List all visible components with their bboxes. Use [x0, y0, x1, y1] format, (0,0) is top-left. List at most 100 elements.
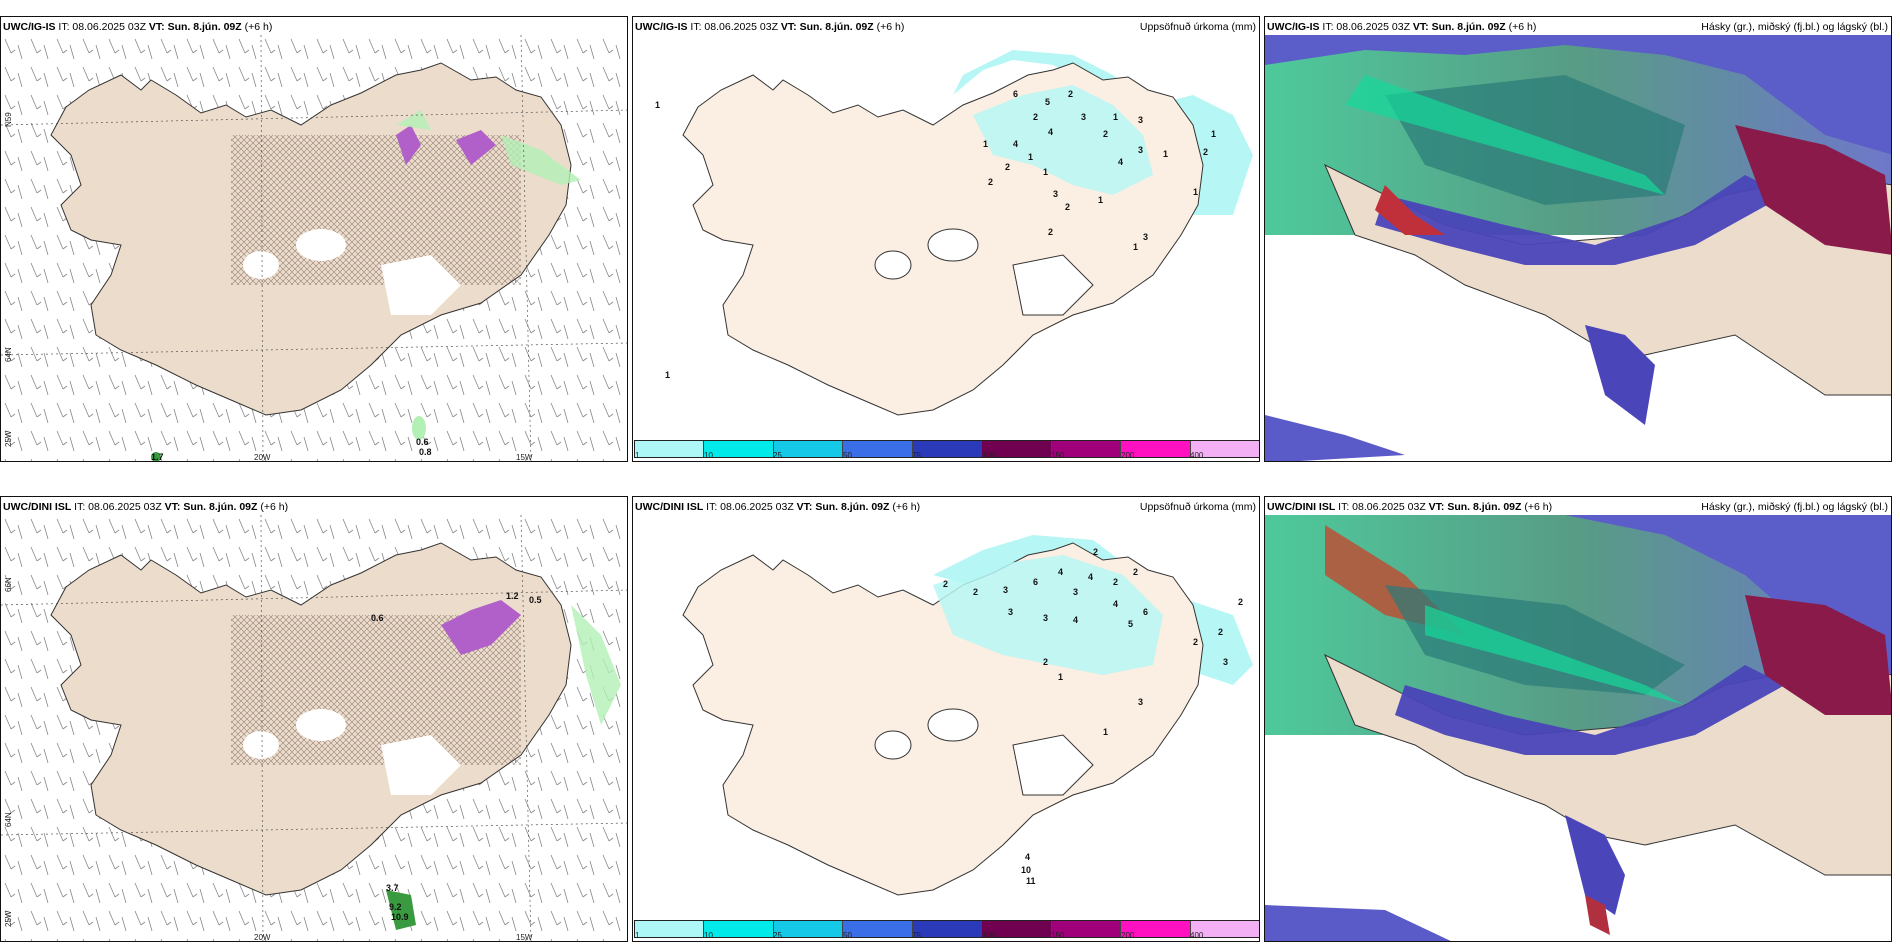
svg-text:2: 2 — [1218, 627, 1223, 637]
precip-values: 2 2 3 6 4 2 4 3 2 4 2 3 3 4 5 6 2 2 2 3 … — [943, 547, 1243, 886]
svg-text:6: 6 — [1033, 577, 1038, 587]
colorbar-tick: 1 — [635, 931, 640, 940]
precip-value: 9.2 — [389, 902, 402, 912]
panel-subtitle: Hásky (gr.), miðský (fj.bl.) og lágský (… — [1701, 21, 1888, 33]
panel-bot-mid: UWC/DINI ISL IT: 08.06.2025 03Z VT: Sun.… — [632, 496, 1260, 942]
svg-text:1: 1 — [983, 139, 988, 149]
svg-text:4: 4 — [1058, 567, 1063, 577]
colorbar-tick: 10 — [704, 931, 713, 940]
precip-value: 1.7 — [151, 452, 164, 462]
colorbar — [634, 440, 1259, 458]
lat-label: N59 — [4, 112, 13, 127]
precip-values: 1 1 6 5 2 3 2 4 1 2 3 4 1 1 2 2 1 3 2 1 … — [655, 89, 1216, 380]
panel-title: UWC/IG-IS IT: 08.06.2025 03Z VT: Sun. 8.… — [635, 21, 905, 33]
panel-bot-right: UWC/DINI ISL IT: 08.06.2025 03Z VT: Sun.… — [1264, 496, 1892, 942]
svg-text:6: 6 — [1143, 607, 1148, 617]
svg-text:1: 1 — [665, 370, 670, 380]
svg-text:3: 3 — [1073, 587, 1078, 597]
svg-text:2: 2 — [1033, 112, 1038, 122]
svg-text:3: 3 — [1053, 189, 1058, 199]
svg-text:1: 1 — [1193, 187, 1198, 197]
lat-label: 64N — [4, 347, 13, 362]
precip-value: 0.8 — [419, 447, 432, 457]
colorbar-tick: 10 — [704, 451, 713, 460]
iceland-land — [1324, 653, 1891, 876]
colorbar-swatch — [1190, 921, 1259, 937]
svg-text:1: 1 — [1028, 152, 1033, 162]
svg-text:2: 2 — [1203, 147, 1208, 157]
panel-title: UWC/IG-IS IT: 08.06.2025 03Z VT: Sun. 8.… — [1267, 21, 1537, 33]
colorbar-tick: 100 — [982, 931, 996, 940]
panel-top-left: UWC/IG-IS IT: 08.06.2025 03Z VT: Sun. 8.… — [0, 16, 628, 462]
colorbar-swatch — [773, 441, 844, 457]
colorbar-swatch — [704, 441, 774, 457]
colorbar-swatch — [912, 921, 983, 937]
svg-text:2: 2 — [973, 587, 978, 597]
colorbar-swatch — [635, 441, 705, 457]
panel-subtitle: Uppsöfnuð úrkoma (mm) — [1139, 501, 1256, 513]
colorbar-tick: 25 — [773, 451, 782, 460]
svg-text:3: 3 — [1223, 657, 1228, 667]
cloud-map — [1265, 515, 1891, 941]
svg-text:6: 6 — [1013, 89, 1018, 99]
lat-label: 25W — [4, 430, 13, 447]
colorbar-tick: 400 — [1190, 451, 1204, 460]
svg-text:3: 3 — [1138, 115, 1143, 125]
precip-map: 1 1 6 5 2 3 2 4 1 2 3 4 1 1 2 2 1 3 2 1 … — [655, 50, 1253, 416]
colorbar-tick: 1 — [635, 451, 640, 460]
svg-text:4: 4 — [1025, 852, 1030, 862]
svg-text:2: 2 — [943, 579, 948, 589]
panel-top-right: UWC/IG-IS IT: 08.06.2025 03Z VT: Sun. 8.… — [1264, 16, 1892, 462]
svg-text:4: 4 — [1073, 615, 1078, 625]
colorbar-swatch — [843, 921, 913, 937]
lon-label: 20W — [254, 453, 271, 462]
svg-text:4: 4 — [1113, 599, 1118, 609]
lat-label: 66N — [4, 577, 13, 592]
svg-text:4: 4 — [1118, 157, 1123, 167]
colorbar-tick: 150 — [1051, 931, 1065, 940]
colorbar-swatch — [982, 441, 1052, 457]
panel-title: UWC/IG-IS IT: 08.06.2025 03Z VT: Sun. 8.… — [3, 21, 273, 33]
precip-value: 0.5 — [529, 595, 542, 605]
colorbar-tick: 400 — [1190, 931, 1204, 940]
colorbar-swatch — [1121, 921, 1191, 937]
svg-text:1: 1 — [1163, 149, 1168, 159]
colorbar-swatch — [1051, 441, 1122, 457]
svg-text:2: 2 — [1093, 547, 1098, 557]
wind-map: 0.6 3.7 9.2 10.9 1.2 0.5 — [1, 515, 627, 941]
colorbar — [634, 920, 1259, 938]
colorbar-ticks: 1 10 25 50 75 100 150 200 400 — [634, 931, 1259, 941]
svg-text:1: 1 — [1133, 242, 1138, 252]
svg-text:3: 3 — [1008, 607, 1013, 617]
cloud-map — [1265, 35, 1891, 461]
panel-subtitle: Uppsöfnuð úrkoma (mm) — [1139, 21, 1256, 33]
svg-text:2: 2 — [988, 177, 993, 187]
svg-text:2: 2 — [1065, 202, 1070, 212]
svg-text:4: 4 — [1048, 127, 1053, 137]
svg-text:3: 3 — [1138, 697, 1143, 707]
svg-text:1: 1 — [1058, 672, 1063, 682]
panel-title: UWC/DINI ISL IT: 08.06.2025 03Z VT: Sun.… — [3, 501, 289, 513]
svg-text:1: 1 — [1043, 167, 1048, 177]
svg-text:2: 2 — [1133, 567, 1138, 577]
svg-text:2: 2 — [1103, 129, 1108, 139]
iceland-land — [1324, 163, 1891, 396]
precip-value: 1.2 — [506, 591, 519, 601]
colorbar-tick: 100 — [982, 451, 996, 460]
panel-top-mid: UWC/IG-IS IT: 08.06.2025 03Z VT: Sun. 8.… — [632, 16, 1260, 462]
precip-map: 2 2 3 6 4 2 4 3 2 4 2 3 3 4 5 6 2 2 2 3 … — [682, 535, 1253, 896]
svg-text:1: 1 — [1098, 195, 1103, 205]
svg-text:3: 3 — [1138, 145, 1143, 155]
svg-text:3: 3 — [1043, 613, 1048, 623]
lon-label: 20W — [254, 933, 271, 942]
colorbar-swatch — [635, 921, 705, 937]
panel-title: UWC/DINI ISL IT: 08.06.2025 03Z VT: Sun.… — [1267, 501, 1553, 513]
colorbar-tick: 25 — [773, 931, 782, 940]
svg-text:3: 3 — [1143, 232, 1148, 242]
precip-value: 3.7 — [386, 883, 399, 893]
colorbar-tick: 50 — [843, 451, 852, 460]
colorbar-swatch — [1051, 921, 1122, 937]
colorbar-swatch — [843, 441, 913, 457]
panel-title: UWC/DINI ISL IT: 08.06.2025 03Z VT: Sun.… — [635, 501, 921, 513]
colorbar-tick: 75 — [912, 451, 921, 460]
